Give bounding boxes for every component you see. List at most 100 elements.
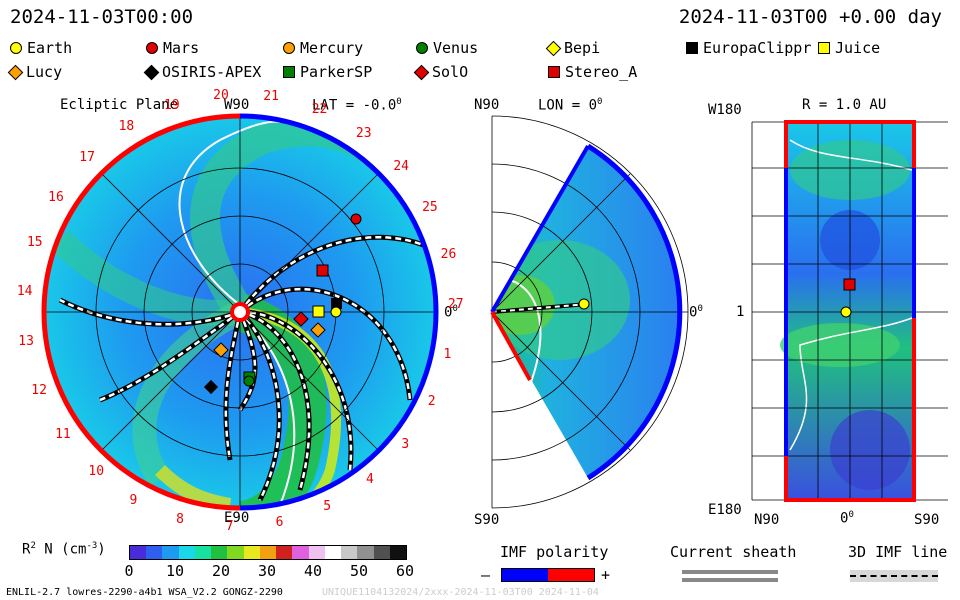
colorbar-segment	[292, 546, 309, 559]
legend-item-stereo-a: Stereo_A	[548, 63, 637, 81]
ecliptic-e90: E90	[224, 510, 250, 526]
carrington-label: 25	[422, 200, 438, 216]
colorbar-segment	[308, 546, 325, 559]
radial-plot	[751, 120, 948, 502]
legend-item-parkersp: ParkerSP	[283, 63, 372, 81]
radial-s90: S90	[914, 512, 940, 528]
radial-zero: 00	[840, 510, 854, 527]
legend-label: EuropaClippr	[703, 39, 812, 57]
legend-item-bepi: Bepi	[545, 39, 600, 57]
legend-symbol	[146, 42, 158, 54]
legend-label: Lucy	[26, 63, 63, 81]
legend-item-mars: Mars	[146, 39, 199, 57]
carrington-label: 17	[79, 150, 95, 166]
colorbar-segment	[130, 546, 147, 559]
colorbar-tick: 10	[166, 562, 185, 580]
legend-label: Venus	[433, 39, 479, 57]
colorbar-tick: 40	[304, 562, 323, 580]
meridional-lon: LON = 00	[538, 97, 603, 114]
legend-item-europaclippr: EuropaClippr	[686, 39, 811, 57]
meridional-plot	[490, 115, 689, 509]
datetime-right: 2024-11-03T00 +0.00 day	[678, 6, 942, 28]
footer-left: ENLIL-2.7 lowres-2290-a4b1 WSA_V2.2 GONG…	[6, 587, 283, 598]
legend-symbol	[283, 42, 295, 54]
legend-label: SolO	[432, 63, 469, 81]
colorbar-tick: 60	[396, 562, 415, 580]
legend-item-earth: Earth	[10, 39, 72, 57]
carrington-label: 13	[18, 334, 34, 350]
colorbar-tick: 0	[124, 562, 134, 580]
earth-marker	[330, 306, 342, 318]
carrington-label: 5	[323, 498, 332, 514]
radial-r: R = 1.0 AU	[802, 97, 887, 113]
legend-label: Stereo_A	[565, 63, 638, 81]
colorbar-segment	[211, 546, 228, 559]
imf-polarity-title: IMF polarity	[500, 543, 609, 561]
colorbar-segment	[194, 546, 212, 559]
imf-line-sample	[850, 570, 938, 582]
radial-e180: E180	[708, 502, 742, 518]
osiris-apex-marker	[203, 379, 219, 395]
legend-item-juice: Juice	[818, 39, 880, 57]
imf-line-title: 3D IMF line	[848, 543, 948, 561]
colorbar	[129, 545, 407, 560]
legend-symbol	[818, 42, 830, 54]
legend-item-mercury: Mercury	[283, 39, 363, 57]
carrington-label: 6	[275, 514, 284, 530]
carrington-label: 4	[365, 472, 374, 488]
ecliptic-plot	[41, 113, 439, 511]
carrington-label: 9	[129, 493, 138, 509]
bepi-marker	[310, 322, 326, 338]
legend-label: Mars	[163, 39, 200, 57]
current-sheath-title: Current sheath	[670, 543, 797, 561]
legend-item-solo: SolO	[413, 63, 469, 81]
venus-marker	[243, 375, 255, 387]
colorbar-segment	[146, 546, 163, 559]
colorbar-tick: 50	[350, 562, 369, 580]
meridional-zero: 00	[689, 304, 703, 321]
legend-symbol	[10, 42, 22, 54]
legend-item-venus: Venus	[416, 39, 478, 57]
solo-marker	[293, 311, 309, 327]
legend-symbol	[686, 42, 698, 54]
legend-label: Juice	[835, 39, 881, 57]
datetime-left: 2024-11-03T00:00	[10, 6, 194, 28]
imf-plus: +	[601, 566, 611, 584]
mars-marker	[350, 213, 362, 225]
colorbar-segment	[357, 546, 374, 559]
radial-one: 1	[736, 304, 745, 320]
legend-label: Earth	[27, 39, 73, 57]
footer-right: UNIQUE1104132024/2xxx-2024-11-03T00 2024…	[322, 587, 599, 598]
carrington-label: 20	[213, 87, 229, 103]
stereo-a-marker	[316, 264, 329, 277]
carrington-label: 11	[55, 426, 71, 442]
carrington-label: 7	[225, 518, 234, 534]
juice-marker	[312, 305, 325, 318]
colorbar-segment	[259, 546, 277, 559]
carrington-label: 22	[311, 102, 328, 118]
colorbar-tick: 20	[212, 562, 231, 580]
carrington-label: 12	[31, 382, 47, 398]
colorbar-segment	[162, 546, 179, 559]
carrington-label: 1	[443, 346, 452, 362]
legend-item-lucy: Lucy	[7, 63, 63, 81]
carrington-label: 23	[355, 126, 372, 142]
colorbar-segment	[178, 546, 195, 559]
legend-symbol	[548, 66, 560, 78]
colorbar-segment	[243, 546, 260, 559]
meridional-n90: N90	[474, 97, 500, 113]
radial-w180: W180	[708, 102, 742, 118]
legend-symbol	[283, 66, 295, 78]
europa-clipper-marker	[331, 298, 342, 309]
imf-polarity-bar	[501, 568, 595, 582]
colorbar-segment	[324, 546, 342, 559]
colorbar-segment	[373, 546, 390, 559]
colorbar-tick: 30	[258, 562, 277, 580]
lucy-marker	[213, 342, 229, 358]
carrington-label: 2	[427, 394, 436, 410]
legend-symbol	[416, 42, 428, 54]
ecliptic-lat: LAT = -0.00	[312, 97, 402, 114]
radial-n90: N90	[754, 512, 780, 528]
ecliptic-title: Ecliptic Plane	[60, 97, 179, 113]
